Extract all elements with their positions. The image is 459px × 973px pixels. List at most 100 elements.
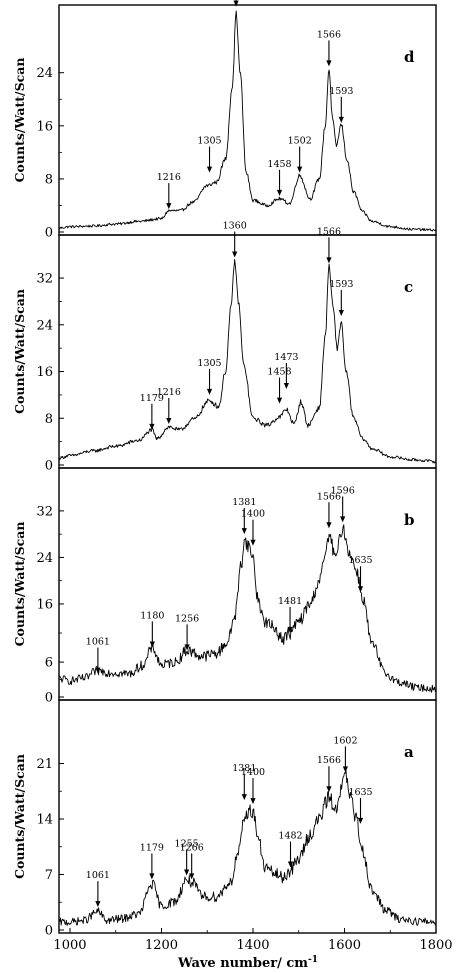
panel-letter: d xyxy=(404,48,415,66)
peak-label: 1381 xyxy=(232,497,256,508)
y-tick-label: 24 xyxy=(36,551,53,566)
peak-label: 1458 xyxy=(267,367,291,378)
y-tick-label: 0 xyxy=(45,226,53,241)
y-axis-label: Counts/Watt/Scan xyxy=(12,289,27,414)
peak-label: 1400 xyxy=(241,767,265,778)
peak-label: 1179 xyxy=(140,842,164,853)
y-tick-label: 16 xyxy=(36,119,53,134)
peak-marker: 1566 xyxy=(317,755,341,793)
peak-marker: 1566 xyxy=(317,29,341,67)
peak-arrow-head xyxy=(189,873,195,880)
peak-marker: 1473 xyxy=(274,352,298,389)
peak-arrow-head xyxy=(149,641,155,648)
panel-frame xyxy=(58,699,437,934)
peak-arrow-head xyxy=(250,798,256,805)
peak-arrow-head xyxy=(338,116,344,123)
peak-arrow-head xyxy=(297,166,303,173)
y-tick-label: 6 xyxy=(45,656,53,671)
peak-marker: 1381 xyxy=(232,497,256,535)
peak-label: 1305 xyxy=(197,136,221,147)
peak-label: 1216 xyxy=(157,387,181,398)
peak-label: 1593 xyxy=(329,279,353,290)
peak-marker: 1566 xyxy=(317,226,341,264)
peak-label: 1256 xyxy=(175,613,199,624)
panel-letter: a xyxy=(404,743,414,761)
spectrum-line xyxy=(58,258,437,464)
panel-frame xyxy=(58,234,437,469)
peak-arrow-head xyxy=(326,60,332,67)
peak-arrow-head xyxy=(326,522,332,529)
x-axis: 1000 1200 1400 1600 1800 xyxy=(53,928,453,953)
peak-label: 1360 xyxy=(223,221,247,232)
peak-marker: 1635 xyxy=(348,787,373,824)
peak-marker: 1360 xyxy=(223,221,247,258)
peak-label: 1502 xyxy=(288,136,312,147)
peak-marker: 1061 xyxy=(86,870,110,908)
peak-marker: 1256 xyxy=(175,613,199,651)
spectrum-line xyxy=(58,10,437,232)
spectrum-line xyxy=(59,524,437,693)
y-tick-label: 0 xyxy=(45,459,53,474)
peak-marker: 1502 xyxy=(288,136,312,173)
peak-marker: 1216 xyxy=(157,172,181,210)
peak-label: 1400 xyxy=(241,509,265,520)
peak-label: 1180 xyxy=(140,610,164,621)
peak-arrow-head xyxy=(326,257,332,264)
peak-arrow-head xyxy=(149,873,155,880)
peak-arrow-head xyxy=(283,382,289,389)
peak-arrow-head xyxy=(338,309,344,316)
peak-label: 1179 xyxy=(140,393,164,404)
panel-d: 0 8 16 24 Counts/Watt/Scan d 1216 1305 1363 1458 1… xyxy=(12,0,437,241)
peak-label: 1381 xyxy=(232,763,256,774)
panel-letter: b xyxy=(404,511,415,529)
peak-marker: 1305 xyxy=(197,358,222,395)
peak-label: 1305 xyxy=(197,358,221,369)
peak-label: 1216 xyxy=(157,172,181,183)
peak-arrow-head xyxy=(233,0,239,7)
peak-arrow-head xyxy=(95,667,101,674)
peak-arrow-head xyxy=(340,516,346,523)
y-tick-label: 24 xyxy=(36,318,53,333)
peak-label: 1635 xyxy=(348,787,372,798)
peak-label: 1602 xyxy=(333,735,357,746)
peak-marker: 1481 xyxy=(278,596,302,633)
peak-label: 1061 xyxy=(86,637,110,648)
peak-arrow-head xyxy=(326,786,332,793)
peak-marker: 1180 xyxy=(140,610,164,648)
peak-marker: 1266 xyxy=(180,842,204,880)
y-tick-label: 32 xyxy=(36,272,53,287)
x-axis-label-main: Wave number/ cm xyxy=(177,956,308,971)
peak-arrow-head xyxy=(287,626,293,633)
panel-letter: c xyxy=(404,278,413,296)
peak-arrow-head xyxy=(357,817,364,824)
peak-label: 1566 xyxy=(317,491,341,502)
peak-label: 1473 xyxy=(274,352,298,363)
peak-label: 1266 xyxy=(180,842,204,853)
y-tick-label: 16 xyxy=(36,597,53,612)
y-tick-label: 8 xyxy=(45,172,53,187)
peak-marker: 1593 xyxy=(329,279,353,316)
peak-marker: 1381 xyxy=(232,763,256,801)
x-axis-label-superscript: -1 xyxy=(308,955,318,965)
peak-marker: 1179 xyxy=(140,393,164,430)
peak-marker: 1305 xyxy=(197,136,222,173)
peak-label: 1255 xyxy=(175,838,199,849)
y-tick-label: 16 xyxy=(36,365,53,380)
y-axis-label: Counts/Watt/Scan xyxy=(12,522,27,647)
peak-arrow-head xyxy=(241,794,247,801)
peak-marker: 1566 xyxy=(317,491,341,529)
x-tick-label: 1200 xyxy=(145,938,178,953)
y-tick-label: 32 xyxy=(36,504,53,519)
y-tick-label: 0 xyxy=(45,924,53,939)
peak-arrow-head xyxy=(287,861,294,868)
peak-label: 1596 xyxy=(331,485,355,496)
peak-arrow-head xyxy=(357,586,364,593)
y-tick-label: 7 xyxy=(45,868,53,883)
panels-layer: 0 8 16 24 Counts/Watt/Scan d 1216 1305 1363 1458 1… xyxy=(12,0,437,939)
peak-arrow-head xyxy=(206,388,213,395)
peak-marker: 1400 xyxy=(241,767,265,805)
peak-marker: 1363 xyxy=(233,0,239,7)
peak-label: 1061 xyxy=(86,870,110,881)
